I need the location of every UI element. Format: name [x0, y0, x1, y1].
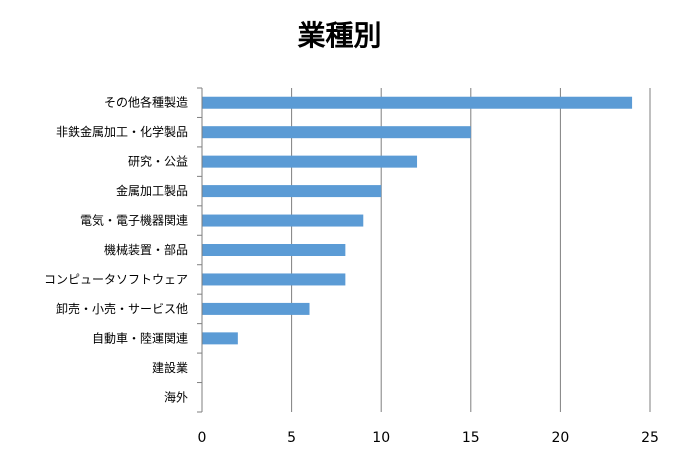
x-tick-label: 25	[641, 430, 659, 446]
bar	[202, 244, 346, 256]
bar	[202, 96, 633, 109]
bar	[202, 273, 346, 286]
x-tick-label: 20	[551, 430, 569, 446]
bar	[202, 185, 382, 198]
bar	[202, 214, 364, 227]
category-label: 電気・電子機器関連	[80, 213, 188, 228]
x-tick-label: 15	[462, 430, 480, 446]
chart-title: 業種別	[297, 19, 382, 52]
category-label: 自動車・陸運関連	[92, 331, 188, 345]
category-label: 機械装置・部品	[104, 242, 188, 257]
category-label: 建設業	[152, 360, 188, 375]
bars	[202, 96, 633, 345]
category-label: 研究・公益	[128, 154, 188, 169]
category-labels: その他各種製造非鉄金属加工・化学製品研究・公益金属加工製品電気・電子機器関連機械…	[44, 95, 188, 405]
gridlines	[291, 88, 651, 412]
category-label: 海外	[164, 389, 188, 404]
category-label: コンピュータソフトウェア	[44, 272, 188, 286]
category-label: その他各種製造	[104, 95, 188, 110]
bar	[202, 302, 310, 315]
category-label: 金属加工製品	[116, 183, 188, 198]
x-tick-label: 0	[198, 430, 207, 446]
axes	[197, 87, 203, 413]
bar	[202, 155, 418, 168]
category-label: 卸売・小売・サービス他	[56, 301, 188, 316]
x-tick-label: 5	[287, 430, 296, 446]
x-tick-label: 10	[372, 430, 390, 446]
category-label: 非鉄金属加工・化学製品	[56, 124, 188, 139]
bar	[202, 126, 471, 139]
bar	[202, 332, 238, 345]
x-tick-labels: 0 5 10 15 20 25	[198, 430, 659, 446]
